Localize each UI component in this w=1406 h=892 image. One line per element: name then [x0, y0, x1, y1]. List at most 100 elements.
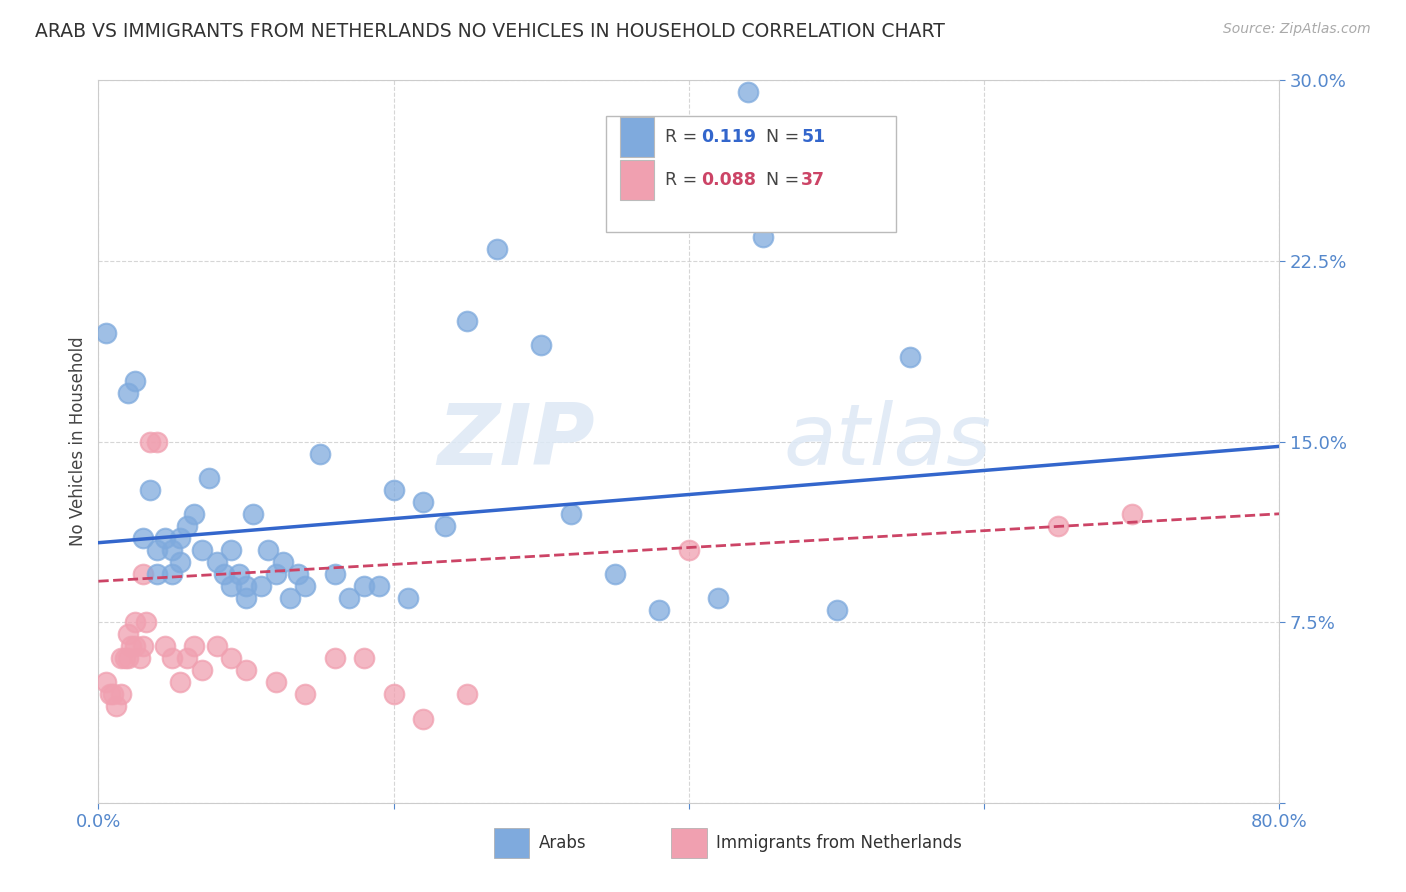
Point: [1046, 518, 1070, 533]
Point: [264, 675, 287, 690]
Point: [250, 579, 273, 593]
Text: N =: N =: [766, 171, 804, 189]
Bar: [494, 828, 530, 858]
Point: [353, 651, 375, 665]
Bar: [620, 161, 654, 200]
Point: [183, 639, 205, 653]
Point: [221, 651, 243, 665]
Point: [98, 687, 121, 701]
Point: [339, 591, 361, 605]
Point: [605, 567, 627, 582]
Point: [287, 567, 309, 582]
Point: [412, 712, 434, 726]
Point: [135, 615, 157, 630]
Point: [132, 531, 155, 545]
Point: [139, 483, 162, 497]
Point: [124, 374, 146, 388]
Point: [368, 579, 391, 593]
Point: [271, 555, 294, 569]
Point: [212, 567, 235, 582]
Point: [191, 664, 214, 678]
Point: [132, 567, 155, 582]
Point: [162, 542, 183, 557]
Text: R =: R =: [665, 171, 703, 189]
Point: [176, 518, 198, 533]
Text: Arabs: Arabs: [538, 833, 586, 852]
Point: [707, 591, 730, 605]
Point: [176, 651, 198, 665]
Point: [353, 579, 375, 593]
Point: [139, 434, 162, 449]
Point: [257, 542, 280, 557]
Point: [825, 603, 848, 617]
Point: [169, 531, 191, 545]
Point: [294, 579, 316, 593]
Point: [323, 651, 346, 665]
Text: Source: ZipAtlas.com: Source: ZipAtlas.com: [1223, 22, 1371, 37]
Point: [162, 651, 183, 665]
Point: [117, 386, 139, 401]
Point: [752, 230, 775, 244]
Point: [120, 639, 142, 653]
Point: [117, 627, 139, 641]
Bar: [671, 828, 707, 858]
Point: [235, 579, 257, 593]
Point: [235, 664, 257, 678]
Point: [117, 651, 139, 665]
Point: [94, 675, 117, 690]
Bar: [620, 117, 654, 156]
Point: [146, 567, 169, 582]
Point: [412, 494, 434, 508]
Point: [132, 639, 155, 653]
Point: [1121, 507, 1143, 521]
Point: [183, 507, 205, 521]
Point: [110, 651, 132, 665]
Point: [198, 470, 221, 484]
Point: [398, 591, 420, 605]
Point: [110, 687, 132, 701]
Point: [530, 338, 553, 352]
Point: [146, 542, 169, 557]
Point: [191, 542, 214, 557]
Point: [205, 639, 228, 653]
Point: [124, 615, 146, 630]
Point: [153, 639, 176, 653]
Text: ARAB VS IMMIGRANTS FROM NETHERLANDS NO VEHICLES IN HOUSEHOLD CORRELATION CHART: ARAB VS IMMIGRANTS FROM NETHERLANDS NO V…: [35, 22, 945, 41]
Point: [128, 651, 150, 665]
Text: atlas: atlas: [783, 400, 991, 483]
Text: 51: 51: [801, 128, 825, 145]
Text: ZIP: ZIP: [437, 400, 595, 483]
Point: [114, 651, 136, 665]
FancyBboxPatch shape: [606, 117, 896, 232]
Point: [323, 567, 346, 582]
Point: [153, 531, 176, 545]
Point: [737, 85, 759, 99]
Text: Immigrants from Netherlands: Immigrants from Netherlands: [716, 833, 962, 852]
Point: [169, 675, 191, 690]
Point: [294, 687, 316, 701]
Point: [560, 507, 582, 521]
Point: [382, 483, 405, 497]
Point: [162, 567, 183, 582]
Point: [648, 603, 671, 617]
Point: [146, 434, 169, 449]
Point: [94, 326, 117, 340]
Point: [457, 314, 479, 328]
Point: [900, 350, 922, 364]
Point: [264, 567, 287, 582]
Point: [678, 542, 700, 557]
Point: [169, 555, 191, 569]
Point: [309, 446, 332, 460]
Point: [228, 567, 250, 582]
Point: [242, 507, 264, 521]
Y-axis label: No Vehicles in Household: No Vehicles in Household: [69, 336, 87, 547]
Point: [103, 687, 125, 701]
Point: [221, 542, 243, 557]
Point: [105, 699, 128, 714]
Text: 0.088: 0.088: [700, 171, 756, 189]
Text: R =: R =: [665, 128, 703, 145]
Text: 37: 37: [801, 171, 825, 189]
Point: [235, 591, 257, 605]
Point: [434, 518, 457, 533]
Text: 0.119: 0.119: [700, 128, 756, 145]
